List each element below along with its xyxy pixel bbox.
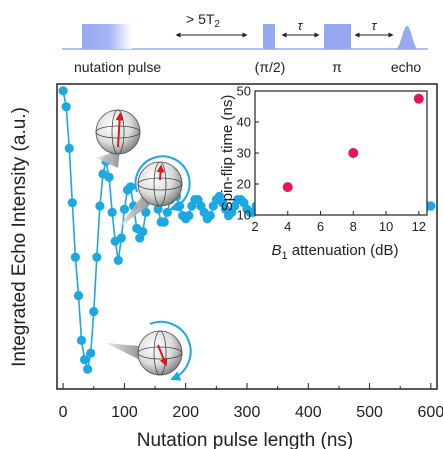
inset-y-tick-label: 30	[237, 146, 251, 161]
pointer-cone-3	[106, 343, 140, 360]
wait-label: > 5T2	[186, 11, 220, 30]
main-data-point	[138, 227, 148, 237]
main-data-point	[107, 207, 117, 217]
bloch-sphere-3	[106, 320, 192, 381]
main-x-tick-label: 600	[418, 404, 443, 421]
main-data-point	[141, 207, 151, 217]
main-data-point	[79, 355, 90, 365]
main-data-point	[92, 252, 102, 262]
inset-y-tick-label: 20	[237, 177, 251, 192]
tau-label-2: τ	[372, 18, 378, 33]
main-data-point	[119, 204, 130, 214]
inset-x-tick-label: 2	[251, 219, 258, 234]
pi-label: π	[332, 59, 342, 75]
half-pi-pulse-shape	[263, 24, 275, 49]
inset-data-point	[282, 182, 293, 193]
main-data-point	[125, 182, 136, 192]
main-y-axis-label: Integrated Echo Intensity (a.u.)	[9, 107, 30, 367]
main-data-point	[64, 143, 74, 153]
pointer-cone-1	[96, 150, 120, 168]
main-data-point	[76, 335, 87, 345]
half-pi-label: (π/2)	[255, 59, 286, 75]
main-data-point	[113, 255, 123, 265]
main-data-point	[153, 204, 163, 214]
bloch-sphere-1	[95, 109, 141, 168]
pi-pulse-shape	[324, 24, 351, 49]
tau-label-1: τ	[298, 18, 304, 33]
main-x-tick-label: 400	[295, 404, 322, 421]
bloch-sphere-2	[118, 155, 191, 228]
inset-chart: 2 4 6 8 10 12 10 20 30 40 50 B1 attenuation (dB) S…	[219, 84, 428, 262]
main-data-point	[159, 217, 169, 227]
inset-x-tick-label: 4	[284, 219, 291, 234]
inset-x-tick-label: 8	[350, 219, 357, 234]
inset-y-axis-label: Spin-flip time (ns)	[219, 95, 236, 212]
main-x-ticks: 0 100 200 300 400 500 600	[59, 383, 443, 421]
main-data-point	[162, 207, 172, 217]
inset-x-tick-label: 12	[412, 219, 426, 234]
main-data-point	[70, 252, 80, 262]
main-data-point	[61, 102, 71, 112]
inset-y-tick-label: 40	[237, 115, 251, 130]
inset-x-tick-label: 6	[317, 219, 324, 234]
echo-shape	[396, 26, 418, 49]
main-data-point	[83, 364, 93, 374]
inset-y-tick-label: 10	[237, 208, 251, 223]
nutation-pulse-label: nutation pulse	[74, 59, 161, 75]
main-x-tick-label: 300	[234, 404, 261, 421]
main-x-axis-label: Nutation pulse length (ns)	[137, 430, 354, 449]
main-data-point	[95, 201, 105, 211]
main-x-tick-label: 200	[172, 404, 199, 421]
inset-x-tick-label: 10	[379, 219, 393, 234]
inset-x-axis-label: B1 attenuation (dB)	[271, 242, 398, 262]
inset-plot-frame	[254, 90, 428, 216]
inset-data-point	[413, 93, 424, 104]
main-data-point	[184, 211, 194, 221]
inset-y-tick-label: 50	[237, 84, 251, 99]
main-data-point	[58, 86, 68, 96]
main-data-point	[116, 233, 126, 243]
main-data-point	[73, 291, 84, 301]
main-data-point	[426, 201, 436, 211]
main-data-point	[67, 198, 77, 208]
main-data-point	[205, 211, 215, 221]
main-data-point	[89, 307, 99, 317]
inset-data-point	[348, 148, 359, 158]
pointer-cone-2	[118, 196, 150, 228]
nutation-pulse-shape	[82, 24, 132, 49]
inset-series	[282, 93, 424, 193]
main-x-tick-label: 100	[111, 404, 138, 421]
main-data-point	[104, 172, 114, 182]
inset-ticks: 2 4 6 8 10 12 10 20 30 40 50	[237, 84, 427, 235]
pulse-sequence: > 5T2 τ τ nutation pulse (π/2) π echo	[62, 11, 428, 75]
echo-label: echo	[391, 59, 422, 75]
main-x-tick-label: 0	[59, 404, 68, 421]
main-data-point	[86, 348, 96, 358]
main-x-tick-label: 500	[356, 404, 383, 421]
